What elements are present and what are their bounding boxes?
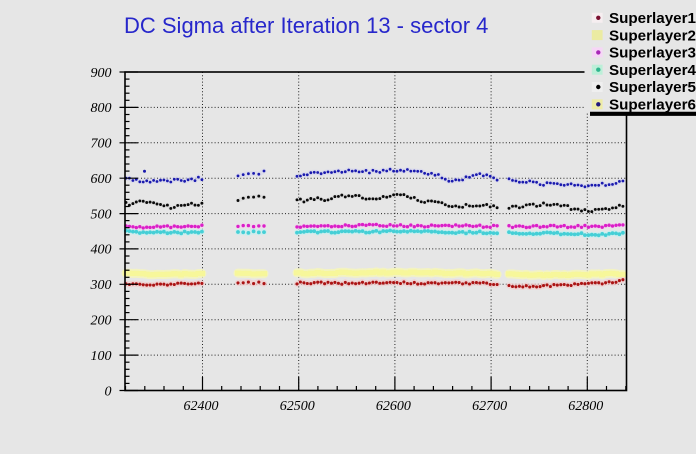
svg-text:200: 200 [91,314,112,329]
svg-text:Superlayer6: Superlayer6 [609,97,696,114]
svg-text:62800: 62800 [568,399,603,414]
svg-text:62500: 62500 [280,399,315,414]
svg-text:62600: 62600 [376,399,411,414]
svg-text:Superlayer2: Superlayer2 [609,27,696,44]
svg-text:Superlayer3: Superlayer3 [609,45,696,62]
svg-text:Superlayer4: Superlayer4 [609,62,696,79]
svg-text:900: 900 [91,66,112,81]
svg-text:400: 400 [91,243,112,258]
svg-text:62400: 62400 [184,399,219,414]
svg-text:0: 0 [105,384,112,399]
svg-text:Superlayer1: Superlayer1 [609,10,696,27]
svg-text:300: 300 [90,278,112,293]
svg-text:DC Sigma after Iteration 13 -: DC Sigma after Iteration 13 - sector 4 [124,13,488,38]
svg-text:600: 600 [91,172,112,187]
svg-text:62700: 62700 [472,399,507,414]
svg-text:Superlayer5: Superlayer5 [609,79,696,96]
svg-text:700: 700 [91,137,112,152]
svg-text:500: 500 [91,207,112,222]
svg-text:100: 100 [91,349,112,364]
svg-text:800: 800 [91,101,112,116]
